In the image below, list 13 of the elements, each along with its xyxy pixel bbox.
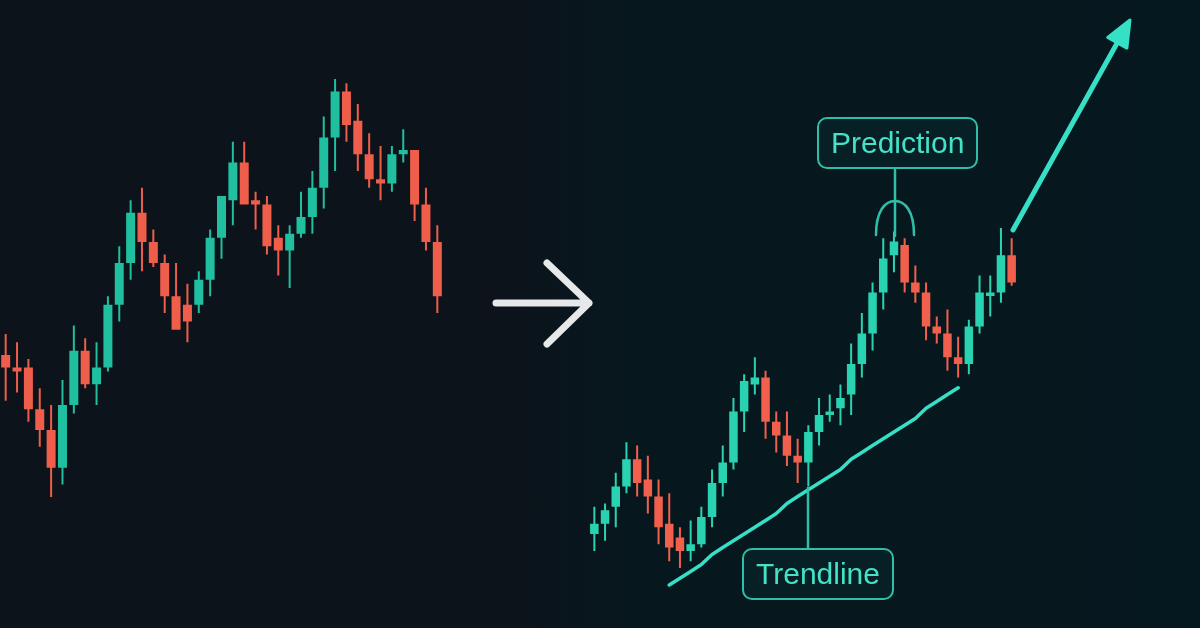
candlestick <box>836 384 845 426</box>
candlestick <box>12 342 22 393</box>
candlestick <box>376 145 386 201</box>
candlestick <box>911 265 920 303</box>
candlestick <box>686 520 695 562</box>
candlestick <box>793 438 802 483</box>
candlestick <box>398 129 408 163</box>
annotation: Trendline <box>742 548 894 600</box>
text: Prediction <box>817 117 979 169</box>
candlestick <box>665 493 674 562</box>
candlestick <box>251 191 261 230</box>
candlestick <box>590 506 599 551</box>
candlestick <box>986 275 995 317</box>
